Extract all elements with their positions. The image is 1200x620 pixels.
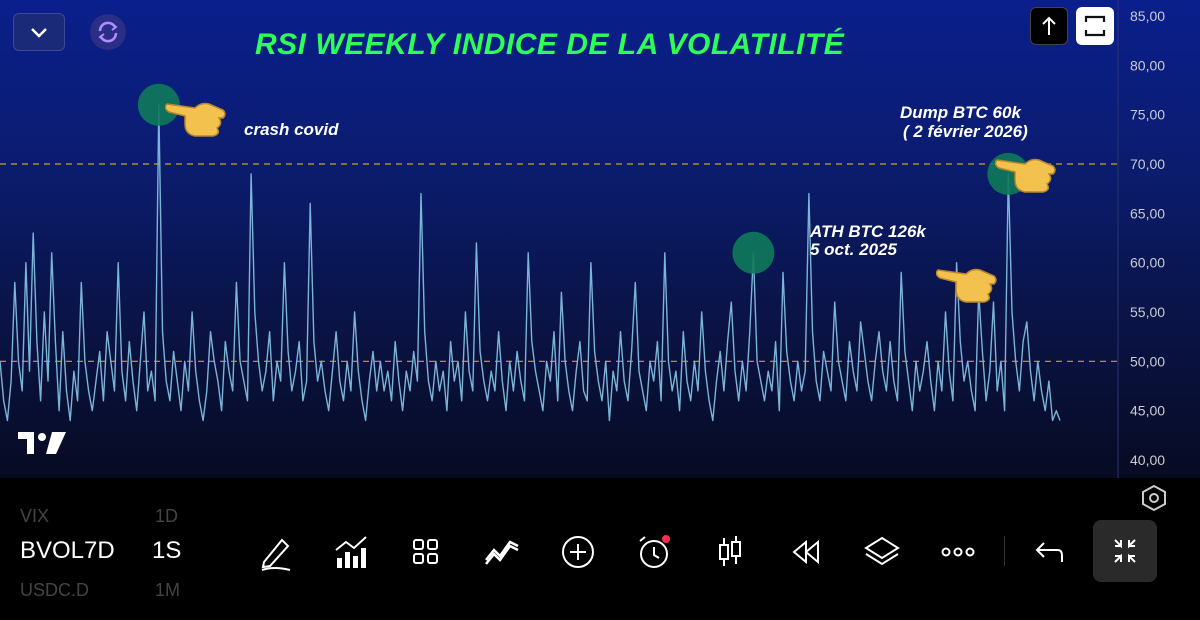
peak-marker-2 xyxy=(732,231,775,274)
x-axis-bar xyxy=(0,478,1200,516)
annotation-ath-line1: ATH BTC 126k xyxy=(810,222,926,241)
y-tick-label: 85,00 xyxy=(1130,8,1165,24)
y-tick-label: 40,00 xyxy=(1130,452,1165,468)
ghost-symbol-below: USDC.D xyxy=(20,580,90,600)
y-tick-label: 45,00 xyxy=(1130,403,1165,419)
sync-button[interactable] xyxy=(90,14,126,50)
annotation-crash-covid: crash covid xyxy=(244,120,339,139)
y-tick-label: 70,00 xyxy=(1130,156,1165,172)
rsi-series-line xyxy=(0,104,1061,422)
chart-area[interactable] xyxy=(0,0,1200,478)
indicators-icon[interactable] xyxy=(332,532,372,572)
annotation-ath-line2: 5 oct. 2025 xyxy=(810,240,897,259)
annotation-dump-line1: Dump BTC 60k xyxy=(900,103,1021,122)
more-icon[interactable] xyxy=(938,532,978,572)
replay-icon[interactable] xyxy=(786,532,826,572)
ghost-symbol-above: VIX xyxy=(20,506,50,526)
interval-selector[interactable]: 1S xyxy=(152,537,182,564)
ghost-interval-below: 1M xyxy=(155,580,181,600)
undo-icon[interactable] xyxy=(1028,532,1068,572)
pointing-hand-icon xyxy=(165,102,226,137)
symbol-selector[interactable]: BVOL7D xyxy=(20,537,115,564)
y-tick-label: 60,00 xyxy=(1130,255,1165,271)
refresh-icon xyxy=(98,21,118,43)
expand-icon xyxy=(1084,15,1106,37)
ghost-interval-above: 1D xyxy=(155,506,179,526)
pointing-hand-icon xyxy=(995,158,1056,193)
scroll-up-button[interactable] xyxy=(1030,7,1068,45)
candlestick-icon[interactable] xyxy=(710,532,750,572)
y-tick-label: 55,00 xyxy=(1130,304,1165,320)
layout-grid-icon[interactable] xyxy=(406,532,446,572)
add-icon[interactable] xyxy=(558,532,598,572)
chart-svg: 85,00 80,00 75,00 70,00 65,00 60,00 55,00 50,00… xyxy=(0,0,1165,506)
tradingview-logo-icon xyxy=(18,432,66,454)
fullscreen-button[interactable] xyxy=(1076,7,1114,45)
exit-fullscreen-button[interactable] xyxy=(1093,520,1157,582)
collapse-button[interactable] xyxy=(13,13,65,51)
bottom-toolbar xyxy=(0,516,1200,620)
annotation-dump-line2: ( 2 février 2026) xyxy=(903,122,1028,141)
settings-icon[interactable] xyxy=(1140,484,1168,512)
y-tick-label: 50,00 xyxy=(1130,353,1165,369)
collapse-icon xyxy=(1114,539,1136,563)
pointing-hand-icon xyxy=(936,268,997,303)
alarm-icon[interactable] xyxy=(634,532,674,572)
y-tick-label: 65,00 xyxy=(1130,205,1165,221)
draw-pen-icon[interactable] xyxy=(256,532,296,572)
peak-marker-0 xyxy=(137,83,180,126)
layers-icon[interactable] xyxy=(862,532,902,572)
y-tick-label: 75,00 xyxy=(1130,107,1165,123)
arrow-up-icon xyxy=(1042,16,1056,35)
y-tick-label: 80,00 xyxy=(1130,57,1165,73)
toolbar-divider xyxy=(1004,536,1005,566)
compare-icon[interactable] xyxy=(482,532,522,572)
chart-title: RSI WEEKLY INDICE DE LA VOLATILITÉ xyxy=(255,28,845,61)
chevron-down-icon xyxy=(31,28,47,38)
